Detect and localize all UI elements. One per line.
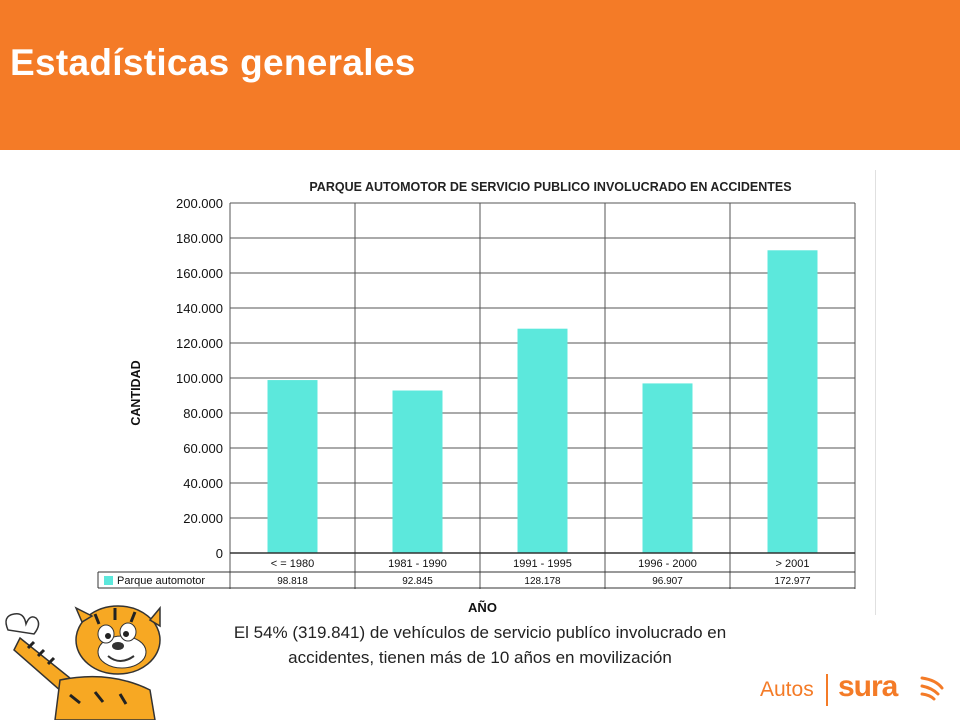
logo-separator [826, 674, 828, 706]
header-bar: Estadísticas generales [0, 0, 960, 150]
logo-sura-text: sura [838, 670, 898, 703]
tiger-mascot-icon [5, 605, 161, 720]
sura-sun-icon [920, 676, 944, 701]
chart-panel: PARQUE AUTOMOTOR DE SERVICIO PUBLICO INV… [88, 170, 876, 615]
bar-chart: PARQUE AUTOMOTOR DE SERVICIO PUBLICO INV… [97, 180, 856, 615]
bar [267, 380, 318, 553]
y-tick-label: 80.000 [183, 406, 223, 421]
x-tick-label: 1996 - 2000 [638, 558, 697, 570]
x-axis-label: AÑO [468, 600, 497, 615]
y-tick-label: 60.000 [183, 441, 223, 456]
y-tick-label: 100.000 [176, 371, 223, 386]
data-label: 92.845 [402, 576, 433, 587]
caption-line-2: accidentes, tienen más de 10 años en mov… [288, 648, 672, 667]
slide-title: Estadísticas generales [10, 42, 416, 83]
x-tick-label: 1981 - 1990 [388, 558, 447, 570]
data-label: 128.178 [524, 576, 561, 587]
data-label: 96.907 [652, 576, 683, 587]
caption-line-1: El 54% (319.841) de vehículos de servici… [233, 623, 727, 642]
bar [517, 328, 568, 553]
y-tick-label: 160.000 [176, 266, 223, 281]
y-tick-label: 120.000 [176, 336, 223, 351]
data-label: 172.977 [774, 576, 811, 587]
bar [642, 383, 693, 553]
legend-label: Parque automotor [117, 575, 205, 587]
bar [392, 390, 443, 553]
bar [767, 250, 818, 553]
x-tick-label: < = 1980 [271, 558, 314, 570]
y-axis-label: CANTIDAD [129, 360, 143, 425]
logo-autos-text: Autos [760, 678, 814, 701]
y-tick-label: 200.000 [176, 196, 223, 211]
legend-swatch [104, 576, 113, 585]
y-tick-label: 180.000 [176, 231, 223, 246]
y-tick-label: 40.000 [183, 476, 223, 491]
x-tick-label: 1991 - 1995 [513, 558, 572, 570]
chart-title: PARQUE AUTOMOTOR DE SERVICIO PUBLICO INV… [309, 180, 791, 194]
data-label: 98.818 [277, 576, 308, 587]
x-tick-label: > 2001 [776, 558, 810, 570]
caption: El 54% (319.841) de vehículos de servici… [160, 620, 800, 670]
y-tick-label: 140.000 [176, 301, 223, 316]
y-tick-label: 0 [216, 546, 223, 561]
y-tick-label: 20.000 [183, 511, 223, 526]
